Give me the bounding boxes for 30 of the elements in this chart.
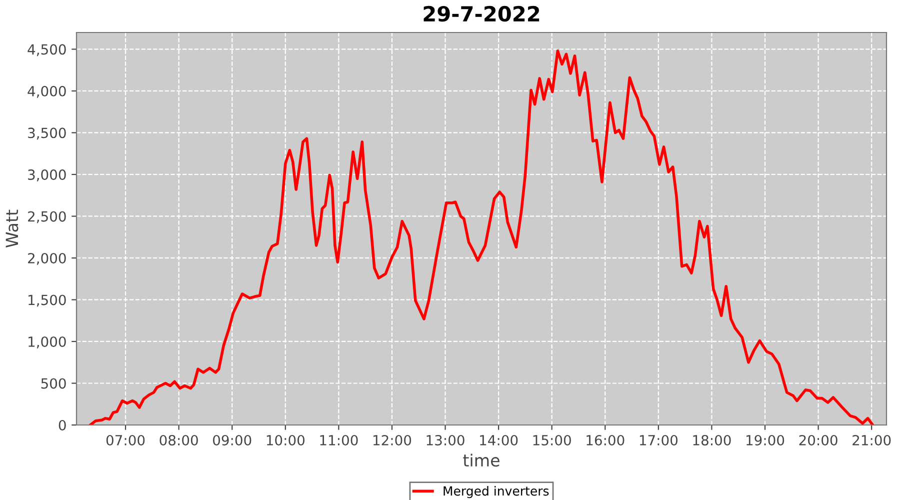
y-axis-title: Watt	[6, 210, 18, 248]
y-tick-label: 500	[41, 378, 66, 389]
x-tick-label: 15:00	[533, 434, 571, 446]
x-tick-label: 09:00	[213, 434, 252, 446]
y-tick-label: 3,500	[28, 128, 66, 140]
y-tick-label: 1,500	[28, 294, 66, 307]
x-axis-title: time	[463, 454, 500, 467]
x-tick-label: 19:00	[746, 434, 784, 446]
y-tick-label: 1,000	[28, 336, 66, 348]
x-tick-label: 10:00	[266, 434, 304, 446]
chart-title: 29-7-2022	[424, 6, 540, 22]
x-tick-label: 18:00	[693, 434, 731, 446]
legend-label: Merged inverters	[444, 486, 549, 498]
y-tick-label: 3,000	[28, 169, 66, 182]
y-tick-label: 2,000	[28, 252, 66, 265]
x-tick-label: 07:00	[106, 434, 145, 446]
y-tick-label: 0	[58, 420, 66, 430]
y-tick-label: 2,500	[28, 211, 66, 224]
line-series	[88, 49, 874, 425]
x-tick-label: 08:00	[160, 434, 198, 446]
x-tick-label: 17:00	[640, 434, 678, 446]
x-tick-label: 16:00	[586, 434, 624, 446]
x-tick-label: 20:00	[799, 434, 838, 446]
y-tick-label: 4,000	[28, 86, 66, 98]
x-tick-label: 11:00	[320, 434, 358, 446]
x-tick-label: 12:00	[373, 434, 412, 446]
x-tick-label: 13:00	[426, 434, 464, 446]
y-tick-label: 4,500	[28, 44, 66, 56]
x-tick-label: 21:00	[852, 434, 891, 446]
x-tick-label: 14:00	[480, 434, 518, 446]
